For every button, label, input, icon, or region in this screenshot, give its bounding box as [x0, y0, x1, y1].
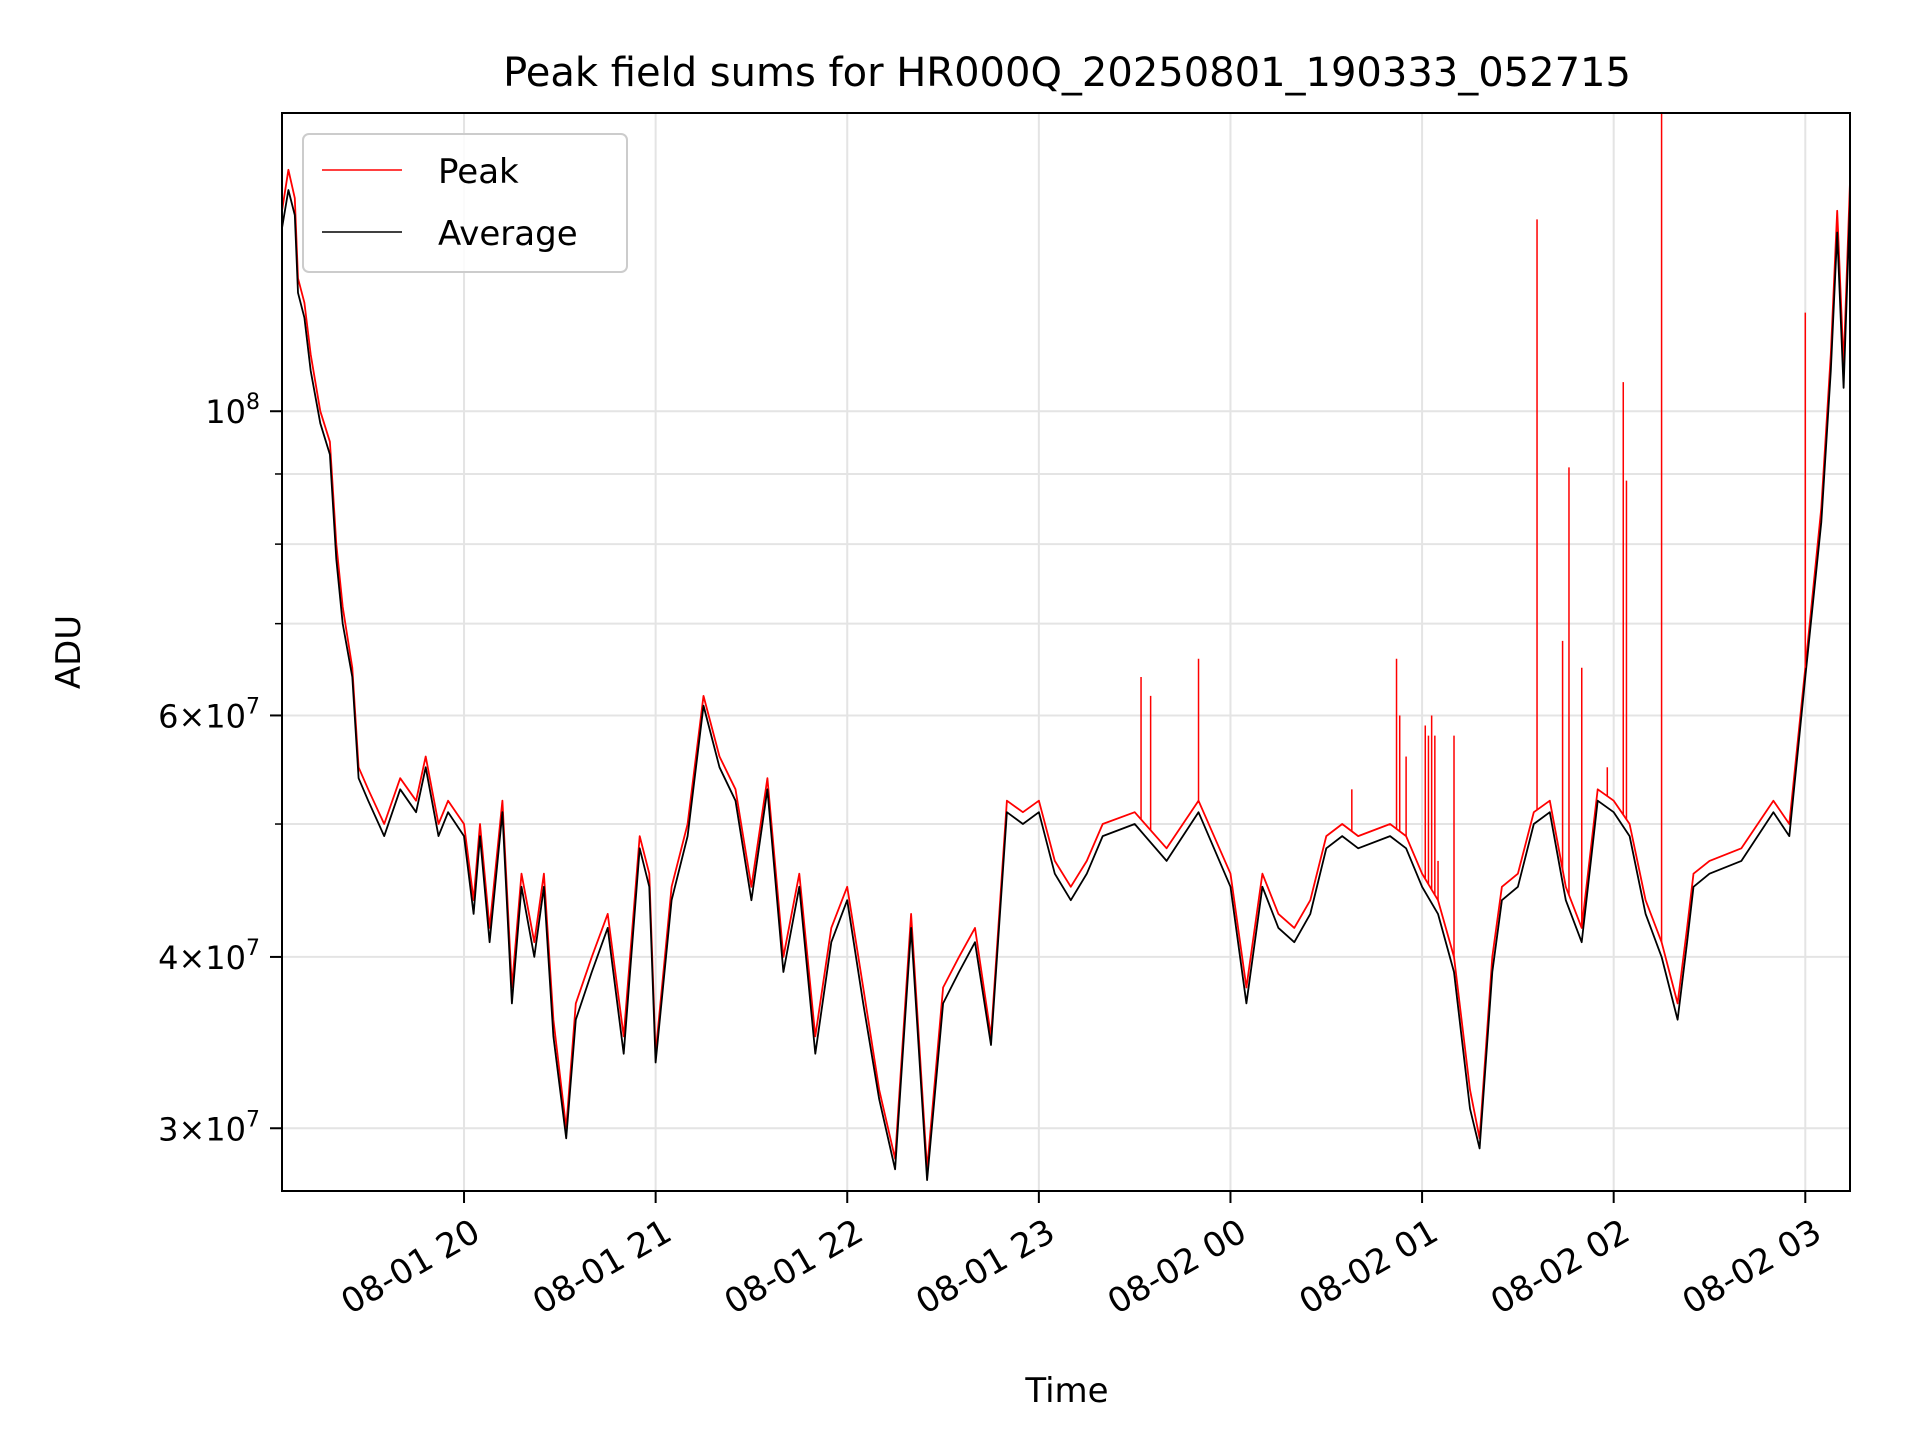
- grid: [282, 113, 1850, 1191]
- y-tick-label: 4×107: [158, 936, 260, 977]
- legend-label-peak: Peak: [438, 152, 519, 192]
- series-layer: [282, 113, 1850, 1181]
- series-line-peak: [282, 168, 1850, 1171]
- chart-title: Peak field sums for HR000Q_20250801_1903…: [503, 50, 1631, 96]
- y-tick-label: 108: [205, 390, 260, 431]
- y-axis-label: ADU: [49, 615, 89, 689]
- legend-box: [302, 133, 628, 273]
- plot-frame: [281, 112, 1851, 1192]
- series-line-average: [282, 189, 1850, 1181]
- y-tick-label: 6×107: [158, 694, 260, 735]
- y-axis: 3×107 4×107 6×107 108: [158, 390, 282, 1148]
- x-axis-label: Time: [1024, 1371, 1108, 1411]
- legend: Peak Average: [302, 133, 628, 273]
- legend-label-average: Average: [438, 214, 578, 254]
- y-tick-label: 3×107: [158, 1107, 260, 1148]
